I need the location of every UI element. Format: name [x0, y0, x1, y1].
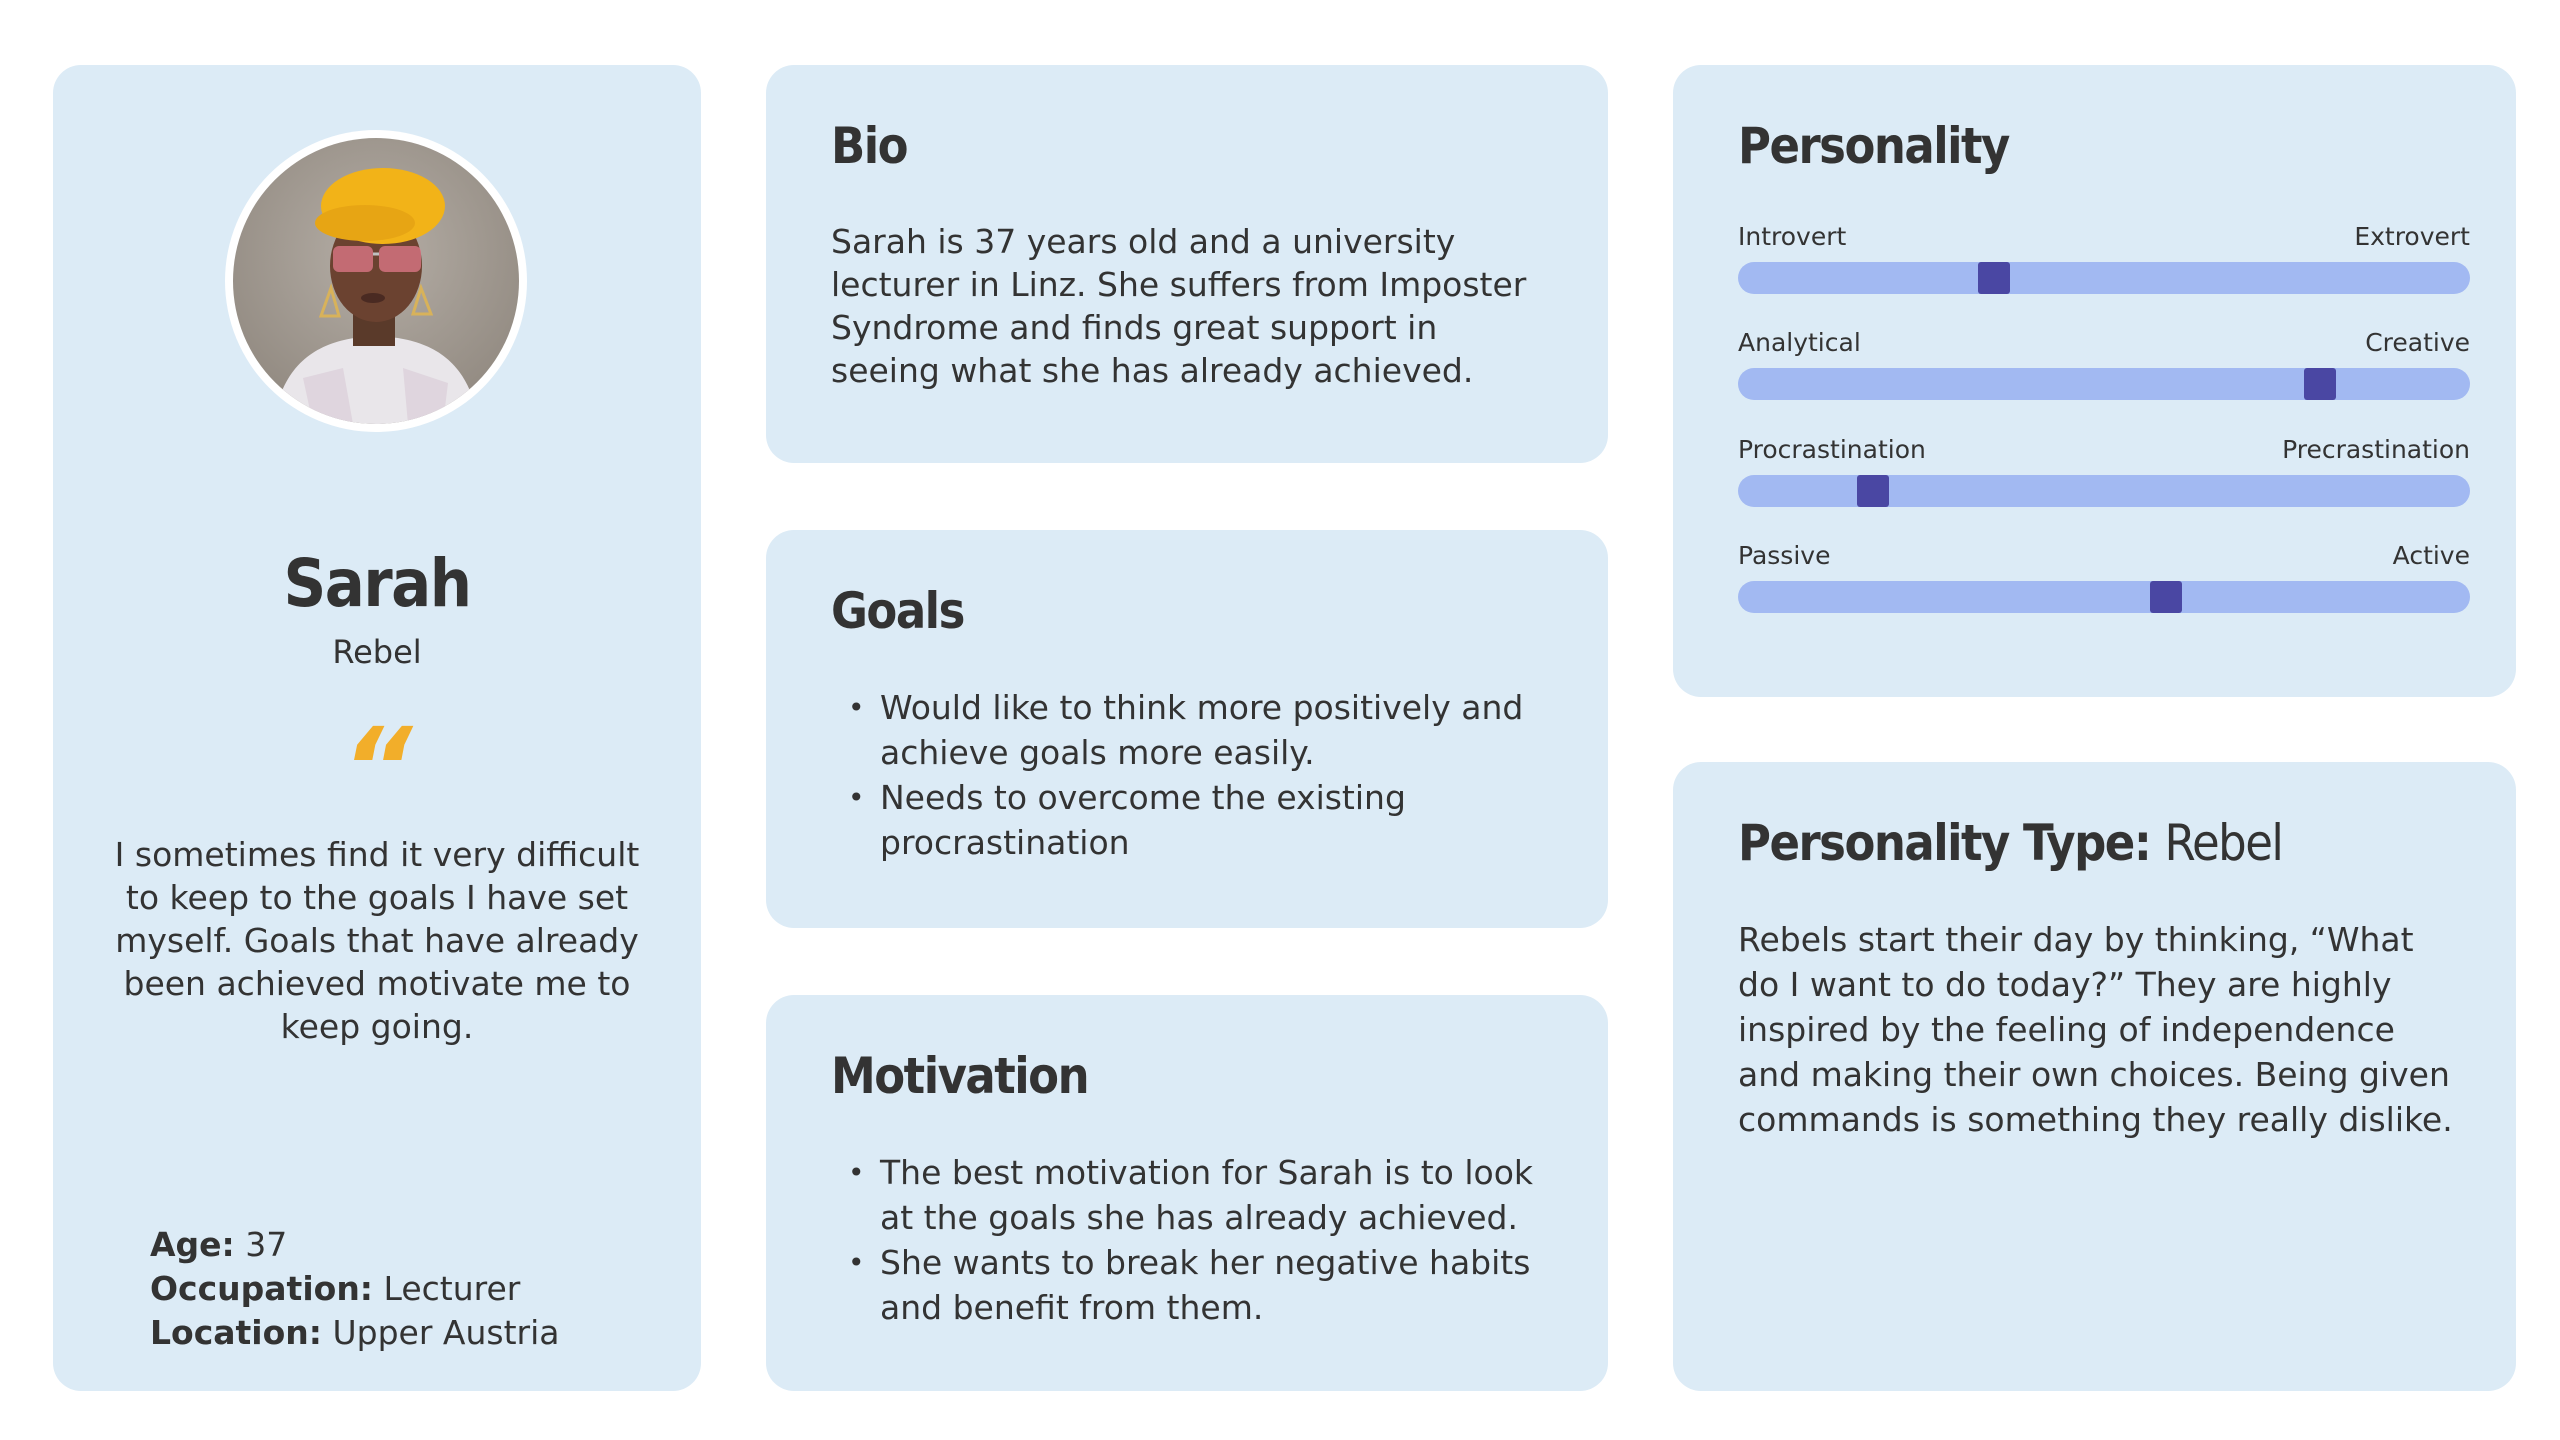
- scale-track: [1738, 475, 2470, 507]
- scale-right-label: Active: [2392, 541, 2470, 570]
- fact-age: Age: 37: [150, 1223, 559, 1267]
- fact-occupation: Occupation: Lecturer: [150, 1267, 559, 1311]
- personality-type-title: Personality Type: Rebel: [1738, 814, 2284, 872]
- goals-list: Would like to think more positively and …: [831, 685, 1548, 865]
- bio-text: Sarah is 37 years old and a university l…: [831, 222, 1527, 390]
- scale-marker: [1978, 262, 2011, 294]
- bio-card: Bio Sarah is 37 years old and a universi…: [766, 65, 1608, 463]
- personality-type-text: Rebels start their day by thinking, “Wha…: [1738, 920, 2453, 1139]
- personality-type-label: Personality Type:: [1738, 814, 2152, 872]
- scale-track: [1738, 368, 2470, 400]
- motivation-title: Motivation: [831, 1047, 1090, 1105]
- list-item: Needs to overcome the existing procrasti…: [831, 775, 1548, 865]
- goals-card: Goals Would like to think more positivel…: [766, 530, 1608, 928]
- fact-value: Lecturer: [383, 1269, 521, 1308]
- personality-type-card: Personality Type: Rebel Rebels start the…: [1673, 762, 2516, 1391]
- scale-track: [1738, 262, 2470, 294]
- persona-subtitle: Rebel: [332, 633, 422, 671]
- fact-label: Location:: [150, 1313, 322, 1352]
- list-item: The best motivation for Sarah is to look…: [831, 1150, 1548, 1240]
- persona-facts: Age: 37 Occupation: Lecturer Location: U…: [150, 1223, 559, 1355]
- fact-label: Age:: [150, 1225, 235, 1264]
- scale-marker: [1857, 475, 1890, 507]
- personality-type-value: Rebel: [2164, 814, 2283, 872]
- scale-marker: [2150, 581, 2183, 613]
- scale-procrastination-precrastination: Procrastination Precrastination: [1738, 435, 2470, 507]
- scale-marker: [2303, 368, 2336, 400]
- list-item: Would like to think more positively and …: [831, 685, 1548, 775]
- avatar-photo: [233, 138, 519, 424]
- scale-introvert-extrovert: Introvert Extrovert: [1738, 222, 2470, 294]
- list-item: She wants to break her negative habits a…: [831, 1240, 1548, 1330]
- motivation-list: The best motivation for Sarah is to look…: [831, 1150, 1548, 1330]
- scale-right-label: Precrastination: [2282, 435, 2470, 464]
- quote-mark-icon: “: [341, 713, 413, 783]
- scale-right-label: Creative: [2365, 328, 2470, 357]
- scale-left-label: Passive: [1738, 541, 1831, 570]
- persona-quote: I sometimes find it very difficult to ke…: [114, 835, 640, 1046]
- scale-left-label: Introvert: [1738, 222, 1847, 251]
- profile-card: Sarah Rebel “ I sometimes find it very d…: [53, 65, 701, 1391]
- persona-name: Sarah: [283, 545, 472, 622]
- scale-analytical-creative: Analytical Creative: [1738, 328, 2470, 400]
- scale-right-label: Extrovert: [2354, 222, 2470, 251]
- goals-title: Goals: [831, 582, 965, 640]
- scale-left-label: Analytical: [1738, 328, 1861, 357]
- person-portrait-image: [233, 138, 519, 424]
- personality-card: Personality Introvert Extrovert Analytic…: [1673, 65, 2516, 697]
- scale-passive-active: Passive Active: [1738, 541, 2470, 613]
- bio-title: Bio: [831, 117, 909, 175]
- fact-value: Upper Austria: [332, 1313, 560, 1352]
- avatar: [225, 130, 527, 432]
- scale-track: [1738, 581, 2470, 613]
- motivation-card: Motivation The best motivation for Sarah…: [766, 995, 1608, 1391]
- fact-value: 37: [245, 1225, 288, 1264]
- personality-title: Personality: [1738, 117, 2010, 175]
- scale-left-label: Procrastination: [1738, 435, 1926, 464]
- fact-location: Location: Upper Austria: [150, 1311, 559, 1355]
- fact-label: Occupation:: [150, 1269, 374, 1308]
